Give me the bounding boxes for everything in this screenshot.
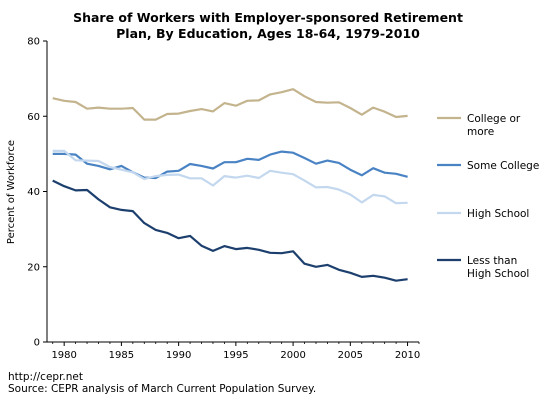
x-tick-label: 2010 xyxy=(395,350,420,361)
legend-label-college-or-more: College or more xyxy=(467,113,521,138)
y-tick-label: 0 xyxy=(34,338,40,349)
y-tick-label: 20 xyxy=(27,262,40,273)
x-tick-label: 1990 xyxy=(166,350,191,361)
y-tick-label: 60 xyxy=(27,112,40,123)
series-line-some-college xyxy=(52,150,408,180)
x-tick-label: 2005 xyxy=(338,350,363,361)
x-tick-label: 1980 xyxy=(51,350,76,361)
series-line-less-than-high-school xyxy=(52,179,408,282)
legend-label-less-than-high-school: Less than High School xyxy=(467,255,529,280)
chart-title-line-2: Plan, By Education, Ages 18-64, 1979-201… xyxy=(116,26,420,41)
x-tick-label: 1985 xyxy=(109,350,134,361)
chart-title-line-1: Share of Workers with Employer-sponsored… xyxy=(73,10,463,25)
line-chart: Share of Workers with Employer-sponsored… xyxy=(6,10,539,362)
footer-url: http://cepr.net xyxy=(8,371,83,383)
legend: College or more Some College High School Les… xyxy=(437,113,539,280)
x-tick-label: 2000 xyxy=(280,350,305,361)
series-line-college-or-more xyxy=(52,88,408,121)
series-lines xyxy=(52,88,408,282)
y-tick-label: 40 xyxy=(27,187,40,198)
footer-source: Source: CEPR analysis of March Current P… xyxy=(8,383,317,395)
legend-label-high-school: High School xyxy=(467,208,529,220)
legend-label-some-college: Some College xyxy=(467,160,539,172)
footer: http://cepr.net Source: CEPR analysis of… xyxy=(8,371,316,395)
y-tick-label: 80 xyxy=(27,37,40,48)
axes: 0 20 40 60 80 1980 1985 1990 1995 2000 2005 2010 xyxy=(27,37,420,362)
x-tick-label: 1995 xyxy=(223,350,248,361)
y-axis-label: Percent of Workforce xyxy=(6,140,17,244)
series-line-high-school xyxy=(52,149,408,205)
